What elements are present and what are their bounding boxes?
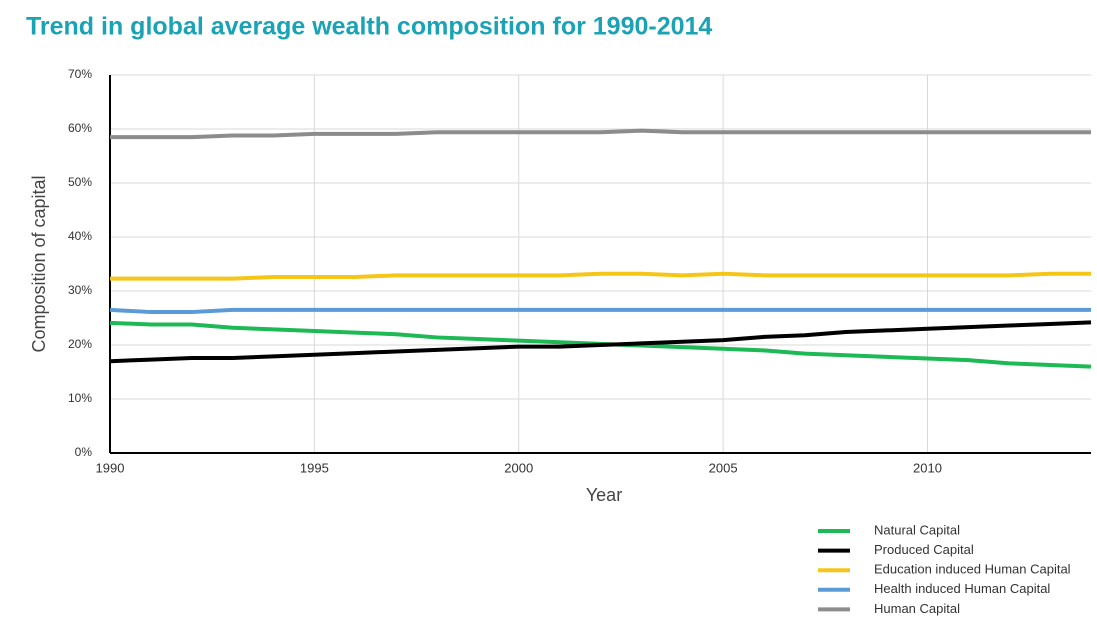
x-axis-label: Year [586,485,622,505]
series-line [109,307,1091,315]
series-line [109,320,1092,364]
chart-title: Trend in global average wealth compositi… [26,13,712,41]
legend-label: Education induced Human Capital [874,562,1071,577]
legend-label: Human Capital [874,601,960,616]
x-tick-label: 2000 [504,460,533,475]
y-tick-label: 40% [68,229,92,243]
y-tick-label: 30% [68,283,92,297]
y-tick-label: 10% [68,391,92,405]
y-tick-label: 50% [68,175,92,189]
x-tick-label: 1995 [300,460,329,475]
legend-label: Health induced Human Capital [874,581,1050,596]
series-line [110,128,1091,140]
series-line [110,271,1091,281]
legend-label: Produced Capital [874,542,974,557]
legend-label: Natural Capital [874,522,960,537]
x-tick-label: 2005 [709,460,738,475]
y-tick-label: 0% [75,445,93,459]
x-tick-label: 1990 [96,460,125,475]
y-tick-label: 60% [68,121,92,135]
y-tick-label: 70% [68,67,92,81]
y-tick-label: 20% [68,337,92,351]
y-axis-label: Composition of capital [29,175,49,352]
x-tick-label: 2010 [913,460,942,475]
